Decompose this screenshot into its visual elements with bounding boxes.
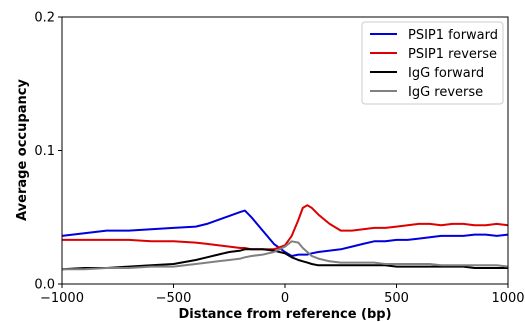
series-layer bbox=[61, 204, 509, 271]
x-tick-label: 500 bbox=[384, 291, 409, 306]
ticks-layer: −1000 −500 0 500 1000 0.0 0.1 0.2 bbox=[34, 11, 524, 307]
series-line-igg-forward bbox=[61, 248, 508, 271]
x-axis-title: Distance from reference (bp) bbox=[178, 307, 391, 322]
legend-label-psip1-reverse: PSIP1 reverse bbox=[408, 47, 497, 62]
series-line-psip1-forward bbox=[61, 209, 509, 257]
legend-label-igg-reverse: IgG reverse bbox=[408, 85, 483, 100]
y-tick-label: 0.0 bbox=[34, 278, 55, 293]
series-line-igg-reverse bbox=[62, 240, 509, 271]
y-axis-title: Average occupancy bbox=[15, 79, 30, 221]
x-tick-label: 1000 bbox=[491, 291, 524, 306]
x-tick-label: 0 bbox=[281, 291, 289, 306]
legend-label-psip1-forward: PSIP1 forward bbox=[408, 28, 498, 43]
x-tick-label: −1000 bbox=[40, 291, 84, 306]
legend-box bbox=[361, 21, 504, 105]
y-tick-label: 0.1 bbox=[34, 144, 55, 159]
series-line-psip1-reverse bbox=[62, 204, 509, 251]
x-tick-label: −500 bbox=[156, 291, 192, 306]
legend-label-igg-forward: IgG forward bbox=[408, 66, 484, 81]
legend: PSIP1 forward PSIP1 reverse IgG forward … bbox=[361, 21, 504, 105]
y-tick-label: 0.2 bbox=[34, 11, 55, 26]
